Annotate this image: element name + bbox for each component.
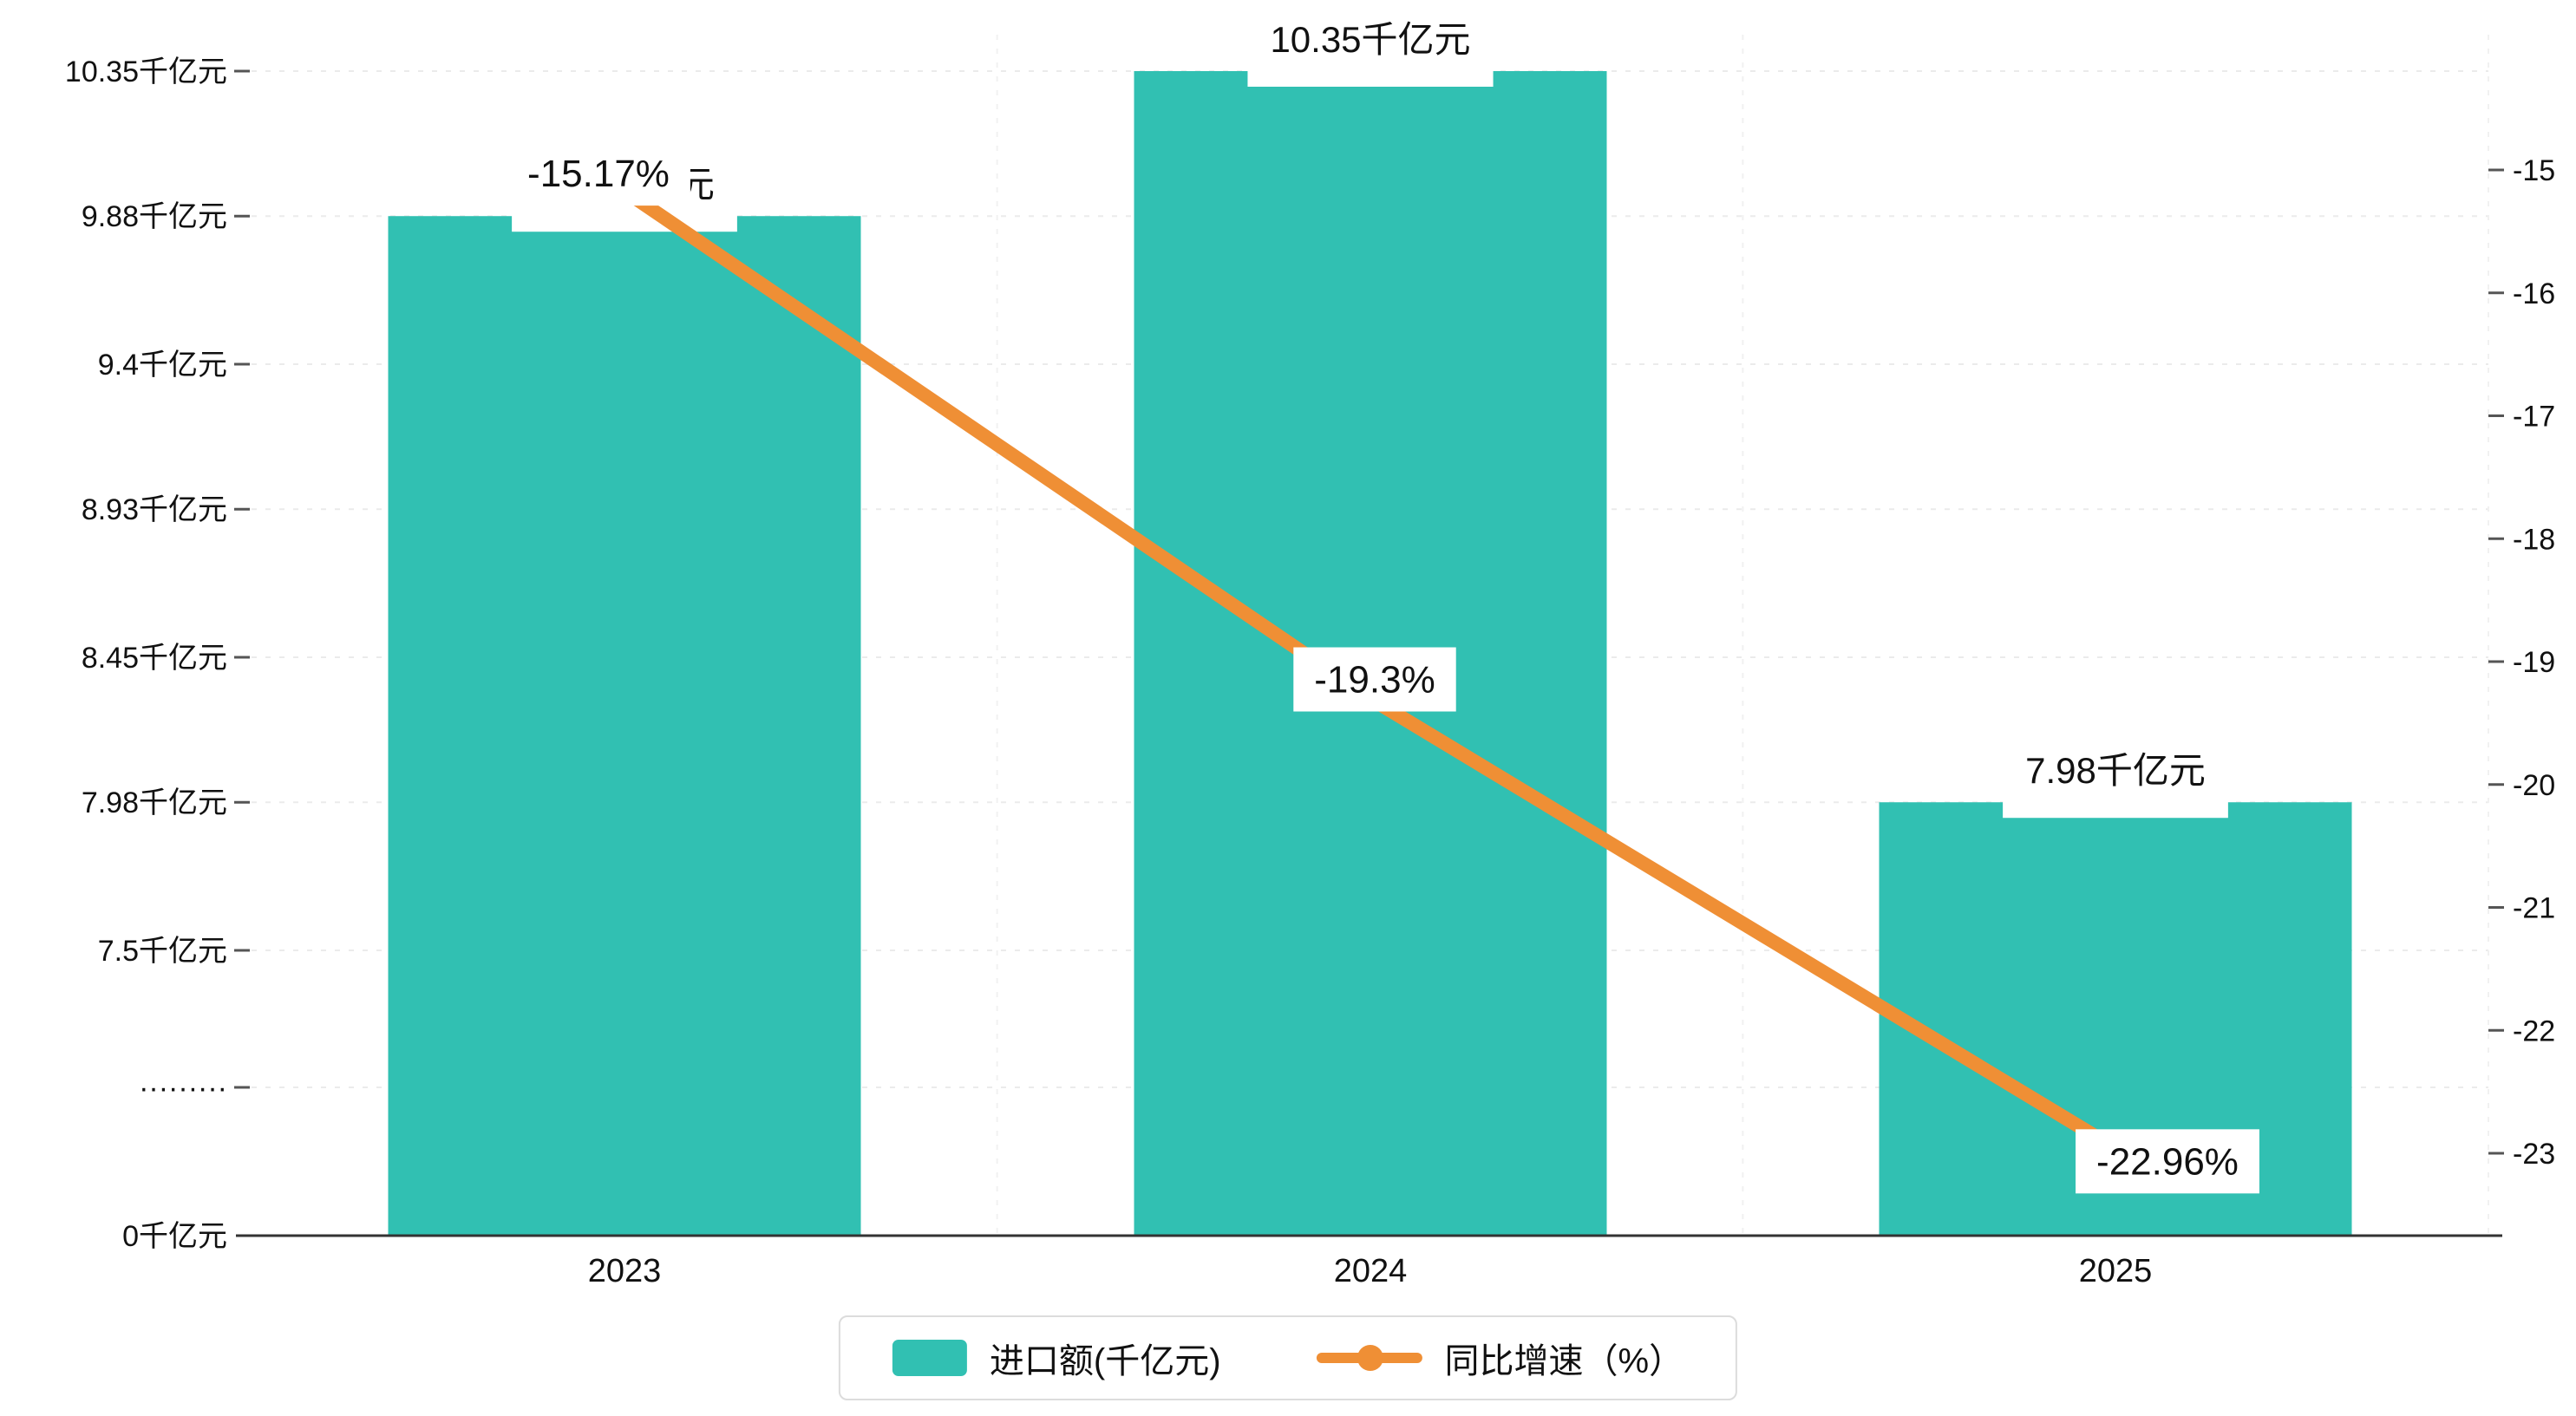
left-tick-label: 7.98千亿元 [82,786,227,819]
left-axis: 10.35千亿元 9.88千亿元 9.4千亿元 8.93千亿元 8.45千亿元 7.98千… [65,55,250,1253]
legend-item-imports[interactable]: 进口额(千亿元) [892,1333,1221,1383]
right-tick-label: -18 [2513,523,2555,556]
bar-value-label: 7.98千亿元 [2003,741,2228,819]
left-zero-label: 0千亿元 [122,1220,227,1253]
left-tick-label: 8.93千亿元 [82,493,227,526]
x-axis-labels: 2023 2024 2025 [588,1253,2153,1289]
svg-text:-19.3%: -19.3% [1314,659,1435,701]
right-tick-label: -21 [2513,892,2555,925]
legend-item-growth[interactable]: 同比增速（%） [1316,1333,1684,1383]
x-tick-label: 2025 [2079,1253,2153,1289]
growth-value-label: -19.3% [1293,647,1456,712]
svg-text:-22.96%: -22.96% [2096,1140,2239,1183]
svg-text:7.98千亿元: 7.98千亿元 [2025,750,2206,791]
left-tick-label: 9.4千亿元 [98,349,227,382]
left-tick-label: 9.88千亿元 [82,200,227,233]
svg-text:10.35千亿元: 10.35千亿元 [1270,19,1470,60]
bar-value-label: 10.35千亿元 [1247,10,1494,87]
right-tick-label: -20 [2513,769,2555,802]
growth-value-label: -22.96% [2076,1129,2259,1194]
right-tick-label: -17 [2513,401,2555,434]
svg-text:-15.17%: -15.17% [527,153,670,195]
left-tick-label: 8.45千亿元 [82,642,227,675]
right-tick-label: -15 [2513,154,2555,187]
line-dot-icon [1357,1345,1383,1371]
growth-value-label: -15.17% [507,141,690,206]
bar-2023[interactable] [388,216,861,1236]
right-tick-label: -16 [2513,277,2555,310]
x-tick-label: 2023 [588,1253,662,1289]
right-axis: -15 -16 -17 -18 -19 -20 -21 -22 -23 [2488,154,2555,1171]
bar-swatch-icon [892,1340,967,1376]
right-tick-label: -22 [2513,1015,2555,1047]
legend-label-growth: 同比增速（%） [1444,1342,1684,1380]
axis-break-label: ········· [139,1072,227,1105]
legend-label-imports: 进口额(千亿元) [989,1342,1221,1380]
right-tick-label: -19 [2513,646,2555,679]
line-swatch-icon [1316,1345,1422,1371]
x-tick-label: 2024 [1334,1253,1408,1289]
right-tick-label: -23 [2513,1138,2555,1171]
left-tick-label: 10.35千亿元 [65,55,227,88]
left-tick-label: 7.5千亿元 [98,935,227,968]
legend: 进口额(千亿元) 同比增速（%） [838,1315,1738,1400]
